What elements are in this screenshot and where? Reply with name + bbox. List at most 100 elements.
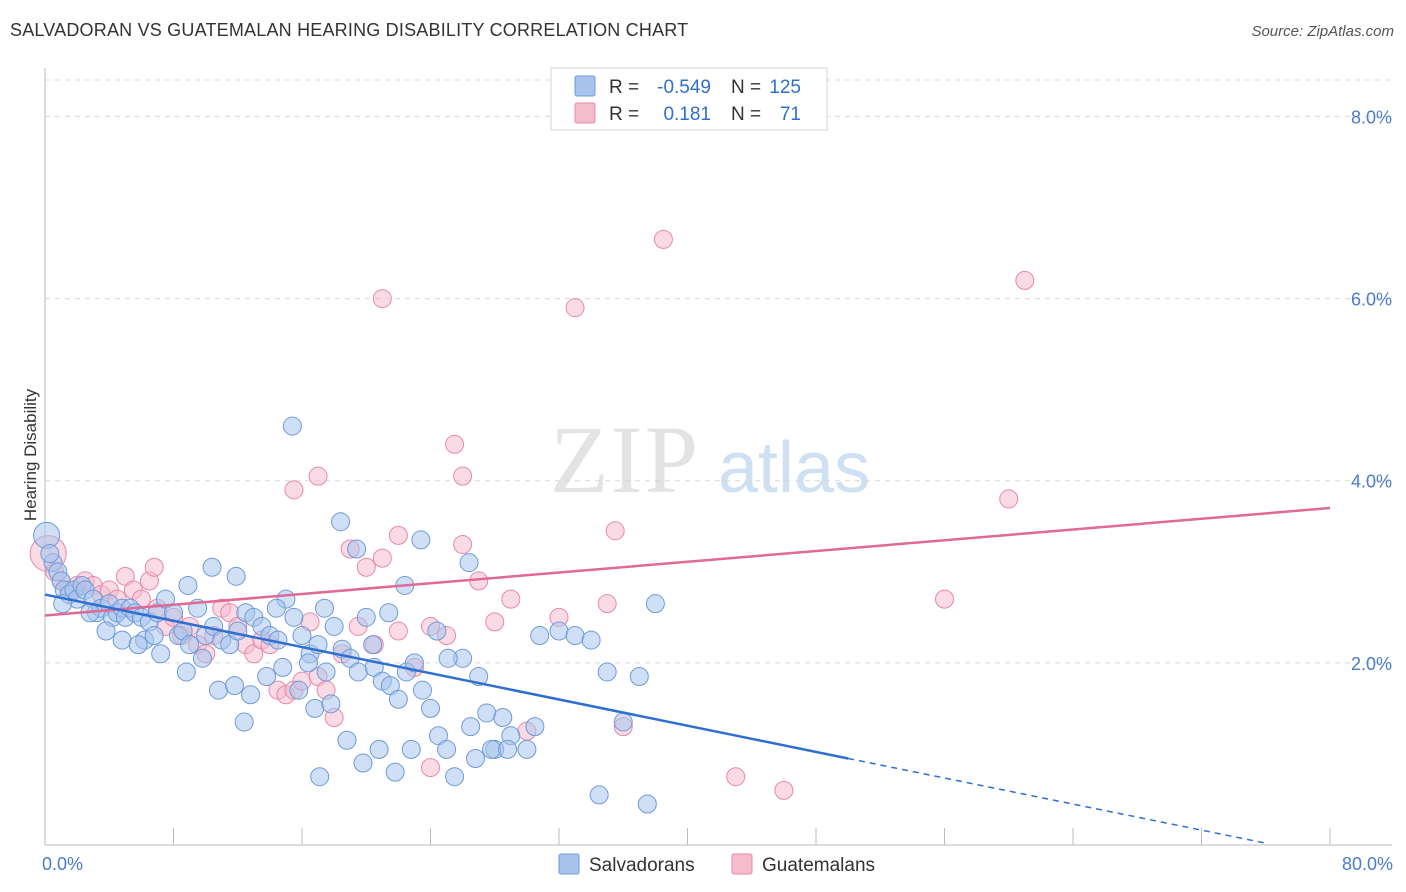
salvadoran-point [241, 685, 261, 705]
guatemalan-point [999, 489, 1019, 509]
salvadoran-point [427, 621, 447, 641]
salvadoran-point [589, 785, 609, 805]
salvadoran-point [266, 598, 286, 618]
legend-r-value-2: 0.181 [663, 104, 711, 125]
guatemalan-point [605, 521, 625, 541]
watermark-zip: ZIP [550, 406, 700, 513]
salvadoran-point [353, 753, 373, 773]
bottom-legend-label-guatemalans: Guatemalans [762, 855, 875, 876]
salvadoran-point [305, 698, 325, 718]
salvadoran-point [192, 648, 212, 668]
salvadoran-point [363, 635, 383, 655]
y-tick-label: 2.0% [1351, 654, 1392, 674]
legend-swatch-pink [574, 102, 596, 124]
guatemalan-point [308, 466, 328, 486]
legend-n-label-2: N = [731, 104, 761, 125]
bottom-legend: Salvadorans Guatemalans [558, 853, 875, 876]
salvadoran-point [321, 694, 341, 714]
guatemalan-point [935, 589, 954, 609]
salvadoran-point [645, 594, 665, 614]
salvadorans-trend-line [44, 593, 849, 760]
salvadoran-point [228, 621, 248, 641]
salvadoran-point [178, 575, 198, 595]
legend-r-label-2: R = [609, 104, 639, 125]
salvadoran-point [112, 630, 132, 650]
salvadoran-point [202, 557, 222, 577]
salvadoran-point [151, 644, 171, 664]
guatemalan-point [421, 758, 440, 778]
salvadoran-point [310, 767, 330, 787]
salvadoran-point [438, 648, 458, 668]
bottom-legend-swatch-blue [558, 853, 580, 875]
salvadoran-point [257, 667, 277, 687]
guatemalan-point [597, 594, 617, 614]
legend-n-value-1: 125 [769, 77, 801, 98]
salvadoran-point [314, 598, 334, 618]
salvadoran-point [292, 626, 312, 646]
salvadoran-point [421, 698, 440, 718]
axes [44, 68, 1392, 846]
salvadoran-point [482, 739, 502, 759]
trend-lines [44, 506, 1331, 844]
salvadoran-point [176, 662, 196, 682]
salvadoran-point [459, 553, 479, 573]
legend-n-value-2: 71 [780, 104, 801, 125]
gridlines [45, 79, 1392, 664]
salvadoran-point [284, 607, 304, 627]
guatemalans-trend-line [44, 506, 1331, 617]
salvadoran-point [498, 739, 518, 759]
salvadoran-point [411, 530, 431, 550]
source-label: Source: ZipAtlas.com [1251, 23, 1394, 40]
guatemalan-point [453, 534, 473, 554]
guatemalan-point [1015, 270, 1035, 290]
guatemalan-point [372, 289, 392, 309]
salvadoran-point [226, 566, 246, 586]
salvadorans-points [33, 416, 665, 814]
legend-box: R = -0.549 N = 125 R = 0.181 N = 71 [550, 67, 828, 131]
salvadoran-point [581, 630, 601, 650]
bottom-legend-swatch-pink [731, 853, 753, 875]
guatemalan-point [144, 557, 164, 577]
guatemalan-point [485, 612, 505, 632]
legend-swatch-blue [574, 75, 596, 97]
salvadorans-trend-extension [847, 757, 1266, 844]
guatemalan-point [726, 767, 746, 787]
salvadoran-point [144, 626, 164, 646]
salvadoran-point [225, 676, 245, 696]
salvadoran-point [493, 708, 513, 727]
salvadoran-point [637, 794, 657, 814]
guatemalan-point [356, 557, 376, 577]
salvadoran-point [128, 635, 148, 655]
guatemalan-point [453, 466, 473, 486]
salvadoran-point [525, 717, 545, 737]
salvadoran-point [273, 657, 293, 677]
guatemalan-point [501, 589, 521, 609]
guatemalan-point [774, 780, 794, 800]
guatemalan-point [284, 480, 304, 500]
guatemalan-point [388, 621, 408, 641]
salvadoran-point [33, 521, 61, 549]
x-tick-label: 0.0% [42, 854, 83, 874]
salvadoran-point [180, 635, 200, 655]
salvadoran-point [331, 512, 351, 532]
salvadoran-point [404, 653, 424, 673]
salvadoran-point [347, 539, 367, 559]
salvadoran-point [517, 739, 537, 759]
salvadoran-point [234, 712, 254, 732]
salvadoran-point [477, 703, 497, 723]
salvadoran-point [461, 717, 481, 737]
chart-title: SALVADORAN VS GUATEMALAN HEARING DISABIL… [10, 20, 689, 40]
salvadoran-point [385, 762, 405, 782]
bottom-legend-label-salvadorans: Salvadorans [589, 855, 695, 876]
salvadoran-point [356, 607, 376, 627]
legend-r-value-1: -0.549 [657, 77, 711, 98]
guatemalan-point [445, 434, 465, 454]
salvadoran-point [629, 667, 649, 687]
x-tick-label: 80.0% [1342, 854, 1393, 874]
y-tick-label: 4.0% [1351, 472, 1392, 492]
tick-labels: 2.0% 4.0% 6.0% 8.0% 0.0% 80.0% [42, 107, 1393, 874]
salvadoran-point [324, 616, 344, 636]
salvadoran-point [465, 748, 485, 768]
salvadoran-point [597, 662, 617, 682]
